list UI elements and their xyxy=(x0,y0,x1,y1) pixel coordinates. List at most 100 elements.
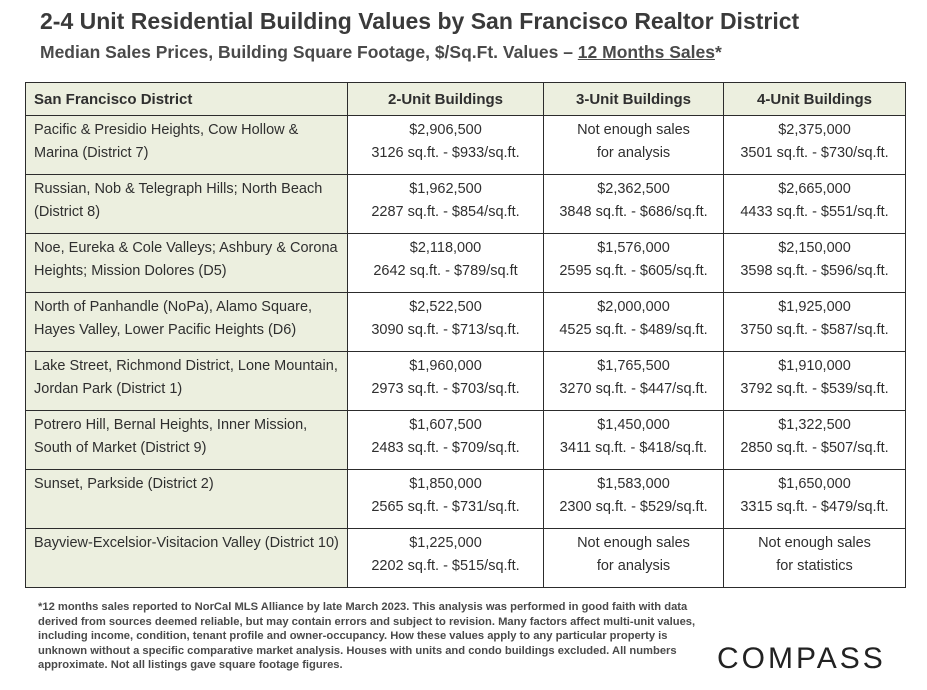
sqft-and-price-per-sqft: 3501 sq.ft. - $730/sq.ft. xyxy=(740,144,889,161)
sqft-and-price-per-sqft: 2850 sq.ft. - $507/sq.ft. xyxy=(740,439,889,456)
4-unit-value-cell: $1,322,500 2850 sq.ft. - $507/sq.ft. xyxy=(723,410,906,470)
table-row: Noe, Eureka & Cole Valleys; Ashbury & Co… xyxy=(25,233,906,293)
sqft-and-price-per-sqft: 4433 sq.ft. - $551/sq.ft. xyxy=(740,203,889,220)
4-unit-value-cell: $2,665,000 4433 sq.ft. - $551/sq.ft. xyxy=(723,174,906,234)
sqft-and-price-per-sqft: 2595 sq.ft. - $605/sq.ft. xyxy=(559,262,708,279)
district-name-cell: Lake Street, Richmond District, Lone Mou… xyxy=(25,351,348,411)
sqft-and-price-per-sqft: 3598 sq.ft. - $596/sq.ft. xyxy=(740,262,889,279)
subtitle-suffix: * xyxy=(714,42,722,62)
median-price: $2,118,000 xyxy=(409,240,482,256)
table-row: Bayview-Excelsior-Visitacion Valley (Dis… xyxy=(25,528,906,588)
district-name-cell: Sunset, Parkside (District 2) xyxy=(25,469,348,529)
table-row: North of Panhandle (NoPa), Alamo Square,… xyxy=(25,292,906,352)
median-price: $2,362,500 xyxy=(597,181,670,197)
median-price: $1,225,000 xyxy=(409,535,482,551)
3-unit-value-cell: $1,583,000 2300 sq.ft. - $529/sq.ft. xyxy=(543,469,724,529)
3-unit-value-cell: $1,765,500 3270 sq.ft. - $447/sq.ft. xyxy=(543,351,724,411)
sqft-and-price-per-sqft: 2973 sq.ft. - $703/sq.ft. xyxy=(371,380,520,397)
2-unit-value-cell: $1,850,000 2565 sq.ft. - $731/sq.ft. xyxy=(347,469,544,529)
median-price: $1,650,000 xyxy=(778,476,851,492)
table-body: Pacific & Presidio Heights, Cow Hollow &… xyxy=(25,115,906,588)
median-price: $1,450,000 xyxy=(597,417,670,433)
3-unit-value-cell: $2,000,000 4525 sq.ft. - $489/sq.ft. xyxy=(543,292,724,352)
2-unit-value-cell: $2,522,500 3090 sq.ft. - $713/sq.ft. xyxy=(347,292,544,352)
column-header-2-unit: 2-Unit Buildings xyxy=(347,82,544,116)
median-price: $1,583,000 xyxy=(597,476,670,492)
median-price: $2,000,000 xyxy=(597,299,670,315)
sqft-and-price-per-sqft: for statistics xyxy=(776,557,853,574)
3-unit-value-cell: $1,450,000 3411 sq.ft. - $418/sq.ft. xyxy=(543,410,724,470)
4-unit-value-cell: $2,375,000 3501 sq.ft. - $730/sq.ft. xyxy=(723,115,906,175)
3-unit-value-cell: Not enough sales for analysis xyxy=(543,528,724,588)
3-unit-value-cell: $2,362,500 3848 sq.ft. - $686/sq.ft. xyxy=(543,174,724,234)
4-unit-value-cell: $1,650,000 3315 sq.ft. - $479/sq.ft. xyxy=(723,469,906,529)
table-row: Pacific & Presidio Heights, Cow Hollow &… xyxy=(25,115,906,175)
2-unit-value-cell: $1,607,500 2483 sq.ft. - $709/sq.ft. xyxy=(347,410,544,470)
4-unit-value-cell: $1,925,000 3750 sq.ft. - $587/sq.ft. xyxy=(723,292,906,352)
sqft-and-price-per-sqft: 3090 sq.ft. - $713/sq.ft. xyxy=(371,321,520,338)
sqft-and-price-per-sqft: 3126 sq.ft. - $933/sq.ft. xyxy=(371,144,520,161)
median-price: $1,925,000 xyxy=(778,299,851,315)
3-unit-value-cell: Not enough sales for analysis xyxy=(543,115,724,175)
median-price: $2,150,000 xyxy=(778,240,851,256)
median-price: $2,906,500 xyxy=(409,122,482,138)
values-table: San Francisco District 2-Unit Buildings … xyxy=(25,82,906,588)
footnote: *12 months sales reported to NorCal MLS … xyxy=(38,601,696,671)
3-unit-value-cell: $1,576,000 2595 sq.ft. - $605/sq.ft. xyxy=(543,233,724,293)
median-price: $2,665,000 xyxy=(778,181,851,197)
sqft-and-price-per-sqft: 2483 sq.ft. - $709/sq.ft. xyxy=(371,439,520,456)
sqft-and-price-per-sqft: 2202 sq.ft. - $515/sq.ft. xyxy=(371,557,520,574)
column-header-district: San Francisco District xyxy=(25,82,348,116)
page-title: 2-4 Unit Residential Building Values by … xyxy=(40,8,800,34)
page-subtitle: Median Sales Prices, Building Square Foo… xyxy=(40,42,722,63)
district-name-cell: North of Panhandle (NoPa), Alamo Square,… xyxy=(25,292,348,352)
median-price: Not enough sales xyxy=(577,535,690,551)
sqft-and-price-per-sqft: 3750 sq.ft. - $587/sq.ft. xyxy=(740,321,889,338)
sqft-and-price-per-sqft: 3792 sq.ft. - $539/sq.ft. xyxy=(740,380,889,397)
table-row: Sunset, Parkside (District 2) $1,850,000 2… xyxy=(25,469,906,529)
median-price: Not enough sales xyxy=(758,535,871,551)
table-header-row: San Francisco District 2-Unit Buildings … xyxy=(25,82,906,116)
table-row: Russian, Nob & Telegraph Hills; North Be… xyxy=(25,174,906,234)
district-name-cell: Russian, Nob & Telegraph Hills; North Be… xyxy=(25,174,348,234)
subtitle-underlined: 12 Months Sales xyxy=(577,42,715,62)
column-header-3-unit: 3-Unit Buildings xyxy=(543,82,724,116)
subtitle-prefix: Median Sales Prices, Building Square Foo… xyxy=(40,42,578,62)
median-price: $1,322,500 xyxy=(778,417,851,433)
median-price: $2,522,500 xyxy=(409,299,482,315)
4-unit-value-cell: $2,150,000 3598 sq.ft. - $596/sq.ft. xyxy=(723,233,906,293)
district-name-cell: Potrero Hill, Bernal Heights, Inner Miss… xyxy=(25,410,348,470)
median-price: $1,850,000 xyxy=(409,476,482,492)
4-unit-value-cell: $1,910,000 3792 sq.ft. - $539/sq.ft. xyxy=(723,351,906,411)
sqft-and-price-per-sqft: 4525 sq.ft. - $489/sq.ft. xyxy=(559,321,708,338)
2-unit-value-cell: $1,962,500 2287 sq.ft. - $854/sq.ft. xyxy=(347,174,544,234)
median-price: $1,960,000 xyxy=(409,358,482,374)
compass-logo: COMPASS xyxy=(717,642,886,675)
sqft-and-price-per-sqft: 3848 sq.ft. - $686/sq.ft. xyxy=(559,203,708,220)
column-header-4-unit: 4-Unit Buildings xyxy=(723,82,906,116)
median-price: $1,765,500 xyxy=(597,358,670,374)
median-price: $1,910,000 xyxy=(778,358,851,374)
table-row: Potrero Hill, Bernal Heights, Inner Miss… xyxy=(25,410,906,470)
2-unit-value-cell: $1,225,000 2202 sq.ft. - $515/sq.ft. xyxy=(347,528,544,588)
table-row: Lake Street, Richmond District, Lone Mou… xyxy=(25,351,906,411)
sqft-and-price-per-sqft: 3411 sq.ft. - $418/sq.ft. xyxy=(559,439,708,456)
sqft-and-price-per-sqft: for analysis xyxy=(596,144,671,161)
2-unit-value-cell: $2,906,500 3126 sq.ft. - $933/sq.ft. xyxy=(347,115,544,175)
sqft-and-price-per-sqft: 2300 sq.ft. - $529/sq.ft. xyxy=(559,498,708,515)
sqft-and-price-per-sqft: 3315 sq.ft. - $479/sq.ft. xyxy=(740,498,889,515)
2-unit-value-cell: $1,960,000 2973 sq.ft. - $703/sq.ft. xyxy=(347,351,544,411)
median-price: $1,607,500 xyxy=(409,417,482,433)
sqft-and-price-per-sqft: 2642 sq.ft. - $789/sq.ft xyxy=(373,262,518,279)
sqft-and-price-per-sqft: for analysis xyxy=(596,557,671,574)
district-name-cell: Pacific & Presidio Heights, Cow Hollow &… xyxy=(25,115,348,175)
4-unit-value-cell: Not enough sales for statistics xyxy=(723,528,906,588)
median-price: $1,962,500 xyxy=(409,181,482,197)
median-price: $2,375,000 xyxy=(778,122,851,138)
sqft-and-price-per-sqft: 2287 sq.ft. - $854/sq.ft. xyxy=(371,203,520,220)
median-price: $1,576,000 xyxy=(597,240,670,256)
median-price: Not enough sales xyxy=(577,122,690,138)
sqft-and-price-per-sqft: 2565 sq.ft. - $731/sq.ft. xyxy=(371,498,520,515)
2-unit-value-cell: $2,118,000 2642 sq.ft. - $789/sq.ft xyxy=(347,233,544,293)
